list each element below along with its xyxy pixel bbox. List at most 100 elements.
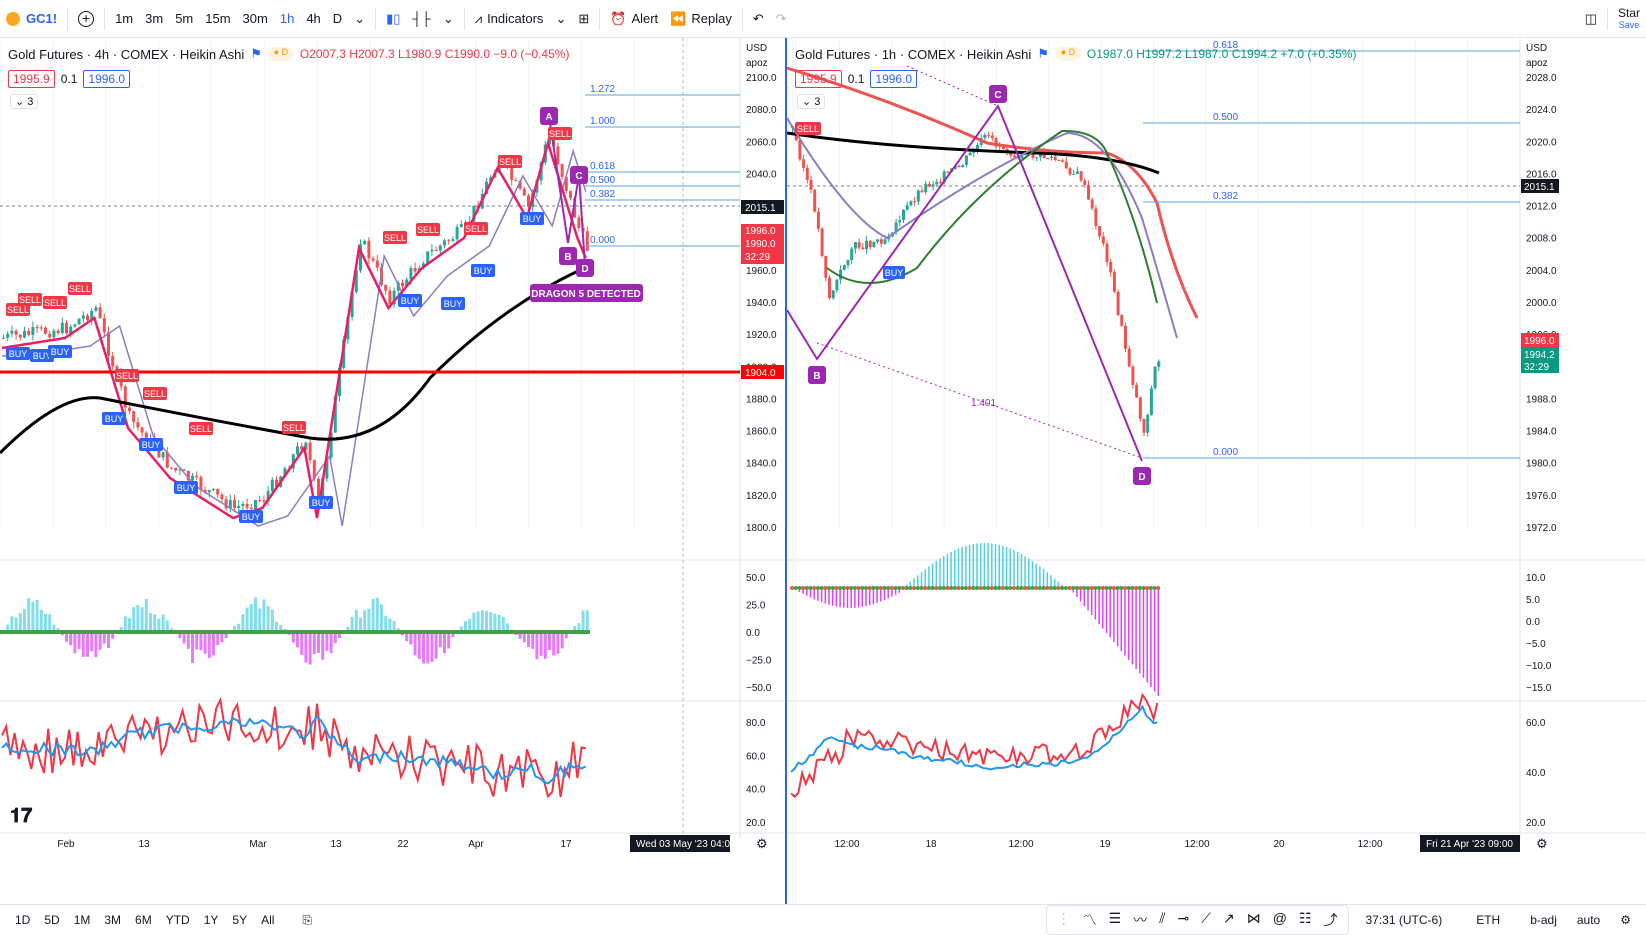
alert-button[interactable]: ⏰ Alert	[604, 0, 664, 38]
candle-body	[396, 282, 400, 291]
drag-handle-icon[interactable]: ⋮	[1056, 910, 1071, 926]
range-3M[interactable]: 3M	[104, 913, 122, 927]
macd-bar	[573, 625, 577, 632]
redo-icon[interactable]: ↷	[775, 10, 787, 26]
macd-signal-dot	[1060, 586, 1065, 590]
macd-signal-dot	[790, 586, 794, 590]
bar-style-icon[interactable]: ┤├	[412, 11, 431, 26]
macd-tick: −25.0	[746, 656, 772, 667]
bottom-toolbar: 1D 5D 1M 3M 6M YTD 1Y 5Y All ⎘ ⋮ 〽 ☰ 〰 ⫽…	[0, 904, 1646, 935]
indicators-dropdown-icon[interactable]: ⌄	[555, 10, 567, 26]
macd-signal-dot	[886, 586, 891, 590]
macd-bar	[224, 632, 228, 639]
range-5D[interactable]: 5D	[44, 913, 60, 927]
range-1Y[interactable]: 1Y	[203, 913, 219, 927]
settings-gear-icon[interactable]: ⚙	[1620, 913, 1631, 927]
candle-body	[857, 242, 861, 248]
session-toggle[interactable]: ETH	[1476, 913, 1501, 927]
parallel-channel-icon[interactable]: ⫽	[1159, 910, 1166, 926]
time-tick: 12:00	[1184, 839, 1209, 850]
range-YTD[interactable]: YTD	[165, 913, 190, 927]
left-chart-title: Gold Futures · 4h · COMEX · Heikin Ashi	[8, 46, 245, 62]
interval-1h[interactable]: 1h	[279, 11, 295, 26]
tradingview-logo-icon: 𝟏𝟕	[10, 805, 32, 827]
candle-body	[186, 470, 190, 481]
fib-fan-icon[interactable]: ☷	[1298, 910, 1312, 926]
macd-signal-dot	[852, 586, 857, 590]
macd-bar	[371, 599, 375, 632]
buy-signal-badge	[471, 264, 495, 277]
horizontal-line-icon[interactable]: ⊸	[1177, 910, 1190, 926]
candle-body	[73, 324, 77, 327]
sell-price-button[interactable]: 1995.9	[795, 70, 842, 88]
fib-retracement-icon[interactable]: ☰	[1108, 910, 1122, 926]
macd-signal-dot	[986, 586, 991, 590]
trend-line-icon[interactable]: ⟋	[1201, 910, 1211, 926]
macd-signal-dot	[982, 586, 987, 590]
range-1M[interactable]: 1M	[73, 913, 91, 927]
candle-style-icon[interactable]: ▮▯	[386, 10, 401, 26]
save-button[interactable]: Star Save	[1612, 0, 1646, 38]
range-6M[interactable]: 6M	[135, 913, 152, 927]
price-label-box	[741, 365, 784, 379]
interval-3m[interactable]: 3m	[145, 11, 164, 26]
macd-signal-dot	[1100, 586, 1105, 590]
macd-bar	[245, 607, 249, 632]
buy-signal-label: BUY	[51, 347, 70, 357]
range-All[interactable]: All	[261, 913, 275, 927]
add-symbol-button[interactable]: +	[72, 0, 100, 38]
candle-body	[1090, 199, 1094, 209]
ray-icon[interactable]: ↗	[1222, 910, 1235, 926]
candle-body	[270, 479, 274, 492]
macd-bar	[186, 632, 190, 649]
elliott-wave-icon[interactable]: 〽	[1082, 912, 1097, 928]
xabcd-pattern-icon[interactable]: ⋈	[1246, 910, 1261, 926]
right-chart-pane[interactable]: USD apoz 2028.0 2024.0 2020.0 2016.0 2012.0 200…	[787, 38, 1646, 900]
left-chart-canvas[interactable]: USDapoz2100.02080.02060.02040.02020.0198…	[0, 38, 784, 900]
buy-signal-badge	[441, 297, 465, 310]
sell-price-button[interactable]: 1995.9	[8, 70, 55, 88]
interval-1m[interactable]: 1m	[115, 11, 134, 26]
adjust-toggle[interactable]: b-adj	[1530, 913, 1557, 927]
spread-value: 0.1	[60, 72, 78, 86]
interval-dropdown-icon[interactable]: ⌄	[354, 10, 366, 26]
macd-bar	[23, 609, 26, 632]
pane-divider[interactable]	[785, 38, 787, 904]
separator	[463, 7, 465, 30]
macd-signal-dot	[1041, 586, 1046, 590]
buy-price-button[interactable]: 1996.0	[83, 70, 131, 88]
indicator-collapse-button[interactable]: ⌄ 3	[10, 94, 39, 109]
interval-15m[interactable]: 15m	[205, 11, 231, 26]
fib-spiral-icon[interactable]: @	[1272, 910, 1287, 926]
indicator-collapse-button[interactable]: ⌄ 3	[797, 94, 826, 109]
date-range-icon[interactable]: ⎘	[302, 912, 313, 927]
sell-signal-badge	[383, 231, 407, 244]
abcd-pattern-icon[interactable]: 〰	[1133, 912, 1148, 928]
macd-bar	[543, 632, 547, 659]
range-1D[interactable]: 1D	[15, 913, 31, 927]
auto-scale-toggle[interactable]: auto	[1576, 913, 1601, 927]
indicators-button[interactable]: ⩘ Indicators	[469, 0, 550, 38]
candle-body	[983, 134, 987, 139]
left-chart-pane[interactable]: USDapoz2100.02080.02060.02040.02020.0198…	[0, 38, 784, 900]
layout-grid-icon[interactable]: ⊞	[578, 10, 590, 26]
interval-D[interactable]: D	[332, 11, 343, 26]
layout-split-icon[interactable]: ◫	[1584, 10, 1597, 26]
undo-icon[interactable]: ↶	[752, 10, 764, 26]
interval-30m[interactable]: 30m	[242, 11, 268, 26]
candle-body	[77, 318, 81, 325]
pattern-point-label: B	[813, 371, 820, 382]
symbol-button[interactable]: GC1!	[0, 0, 63, 38]
style-dropdown-icon[interactable]: ⌄	[442, 10, 454, 26]
buy-price-button[interactable]: 1996.0	[870, 70, 918, 88]
candle-body	[522, 188, 526, 196]
replay-button[interactable]: ⏪ Replay	[664, 0, 738, 38]
interval-5m[interactable]: 5m	[175, 11, 194, 26]
path-icon[interactable]: ⤴	[1323, 912, 1338, 928]
candle-body	[430, 249, 434, 252]
interval-4h[interactable]: 4h	[306, 11, 321, 26]
left-ohlc: O2007.3 H2007.3 L1980.9 C1990.0 −9.0 (−0…	[299, 47, 570, 61]
range-5Y[interactable]: 5Y	[232, 913, 248, 927]
right-chart-canvas[interactable]: USDapoz2028.02024.02020.02016.02012.0200…	[787, 38, 1646, 900]
pattern-point-marker	[559, 247, 577, 265]
